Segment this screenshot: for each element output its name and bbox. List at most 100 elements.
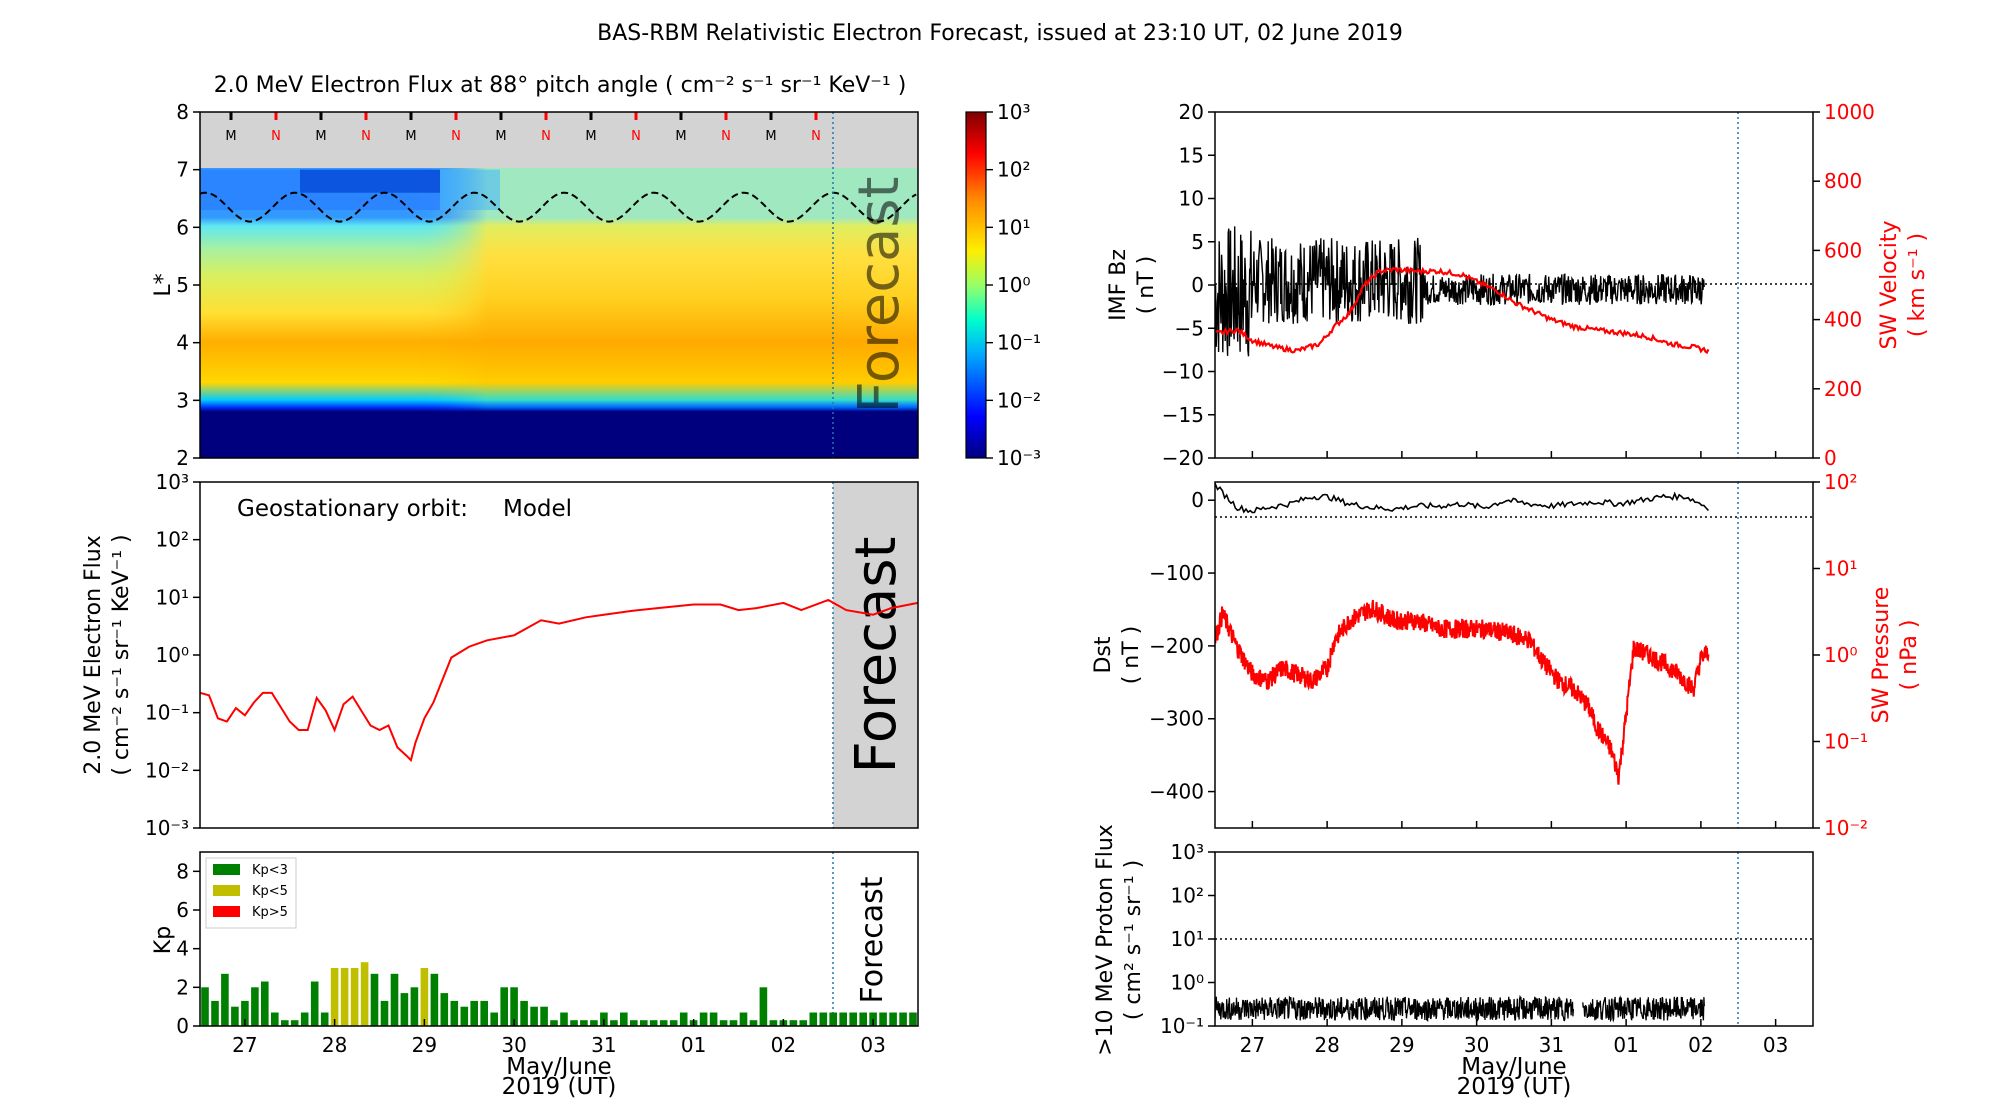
kp-bar (271, 1012, 279, 1026)
proton-xlabel-year: 2019 (UT) (1457, 1074, 1572, 1100)
imf-y-tick-label: 15 (1179, 143, 1204, 167)
kp-bar (470, 1000, 478, 1026)
pres-y-tick-label: 10⁰ (1824, 643, 1857, 667)
kp-bar (380, 1000, 389, 1026)
kp-bar (789, 1020, 798, 1026)
imf-bz-line (1215, 226, 1705, 357)
kp-bar (390, 973, 399, 1026)
swv-y-tick-label: 800 (1824, 169, 1862, 193)
kp-bar (620, 1012, 628, 1026)
proton-x-tick-label: 27 (1240, 1033, 1265, 1057)
pres-y-tick-label: 10² (1824, 470, 1857, 494)
swv-ylabel-1: SW Velocity (1877, 220, 1902, 349)
pres-ylabel-1: SW Pressure (1869, 587, 1894, 724)
kp-bar (909, 1012, 917, 1026)
mn-label: M (675, 129, 686, 144)
kp-bar (749, 1020, 758, 1026)
dst-ylabel-1: Dst (1091, 636, 1116, 673)
kp-bar (769, 1020, 778, 1026)
kp-bar (520, 1000, 528, 1026)
kp-bar (201, 987, 209, 1026)
kp-bar (370, 973, 379, 1026)
depletion-core (300, 169, 440, 193)
mn-label: M (225, 129, 236, 144)
kp-bar (360, 962, 369, 1026)
imf-y-tick-label: 0 (1191, 273, 1204, 297)
imf-y-tick-label: −5 (1175, 316, 1204, 340)
kp-xlabel: May/June (506, 1054, 611, 1080)
kp-bar (809, 1012, 818, 1026)
dst-line (1215, 482, 1709, 514)
imf-y-tick-label: 5 (1191, 230, 1204, 254)
dst-y-axis: −400 −300 −200 −100 0 (1149, 488, 1215, 804)
proton-flux-line (1215, 994, 1705, 1023)
kp-legend-high: Kp>5 (252, 905, 288, 920)
kp-y-tick-label: 4 (176, 937, 189, 961)
proton-x-tick-label: 29 (1389, 1033, 1414, 1057)
kp-bar (839, 1012, 847, 1026)
kp-bar (231, 1006, 239, 1026)
dst-x-ticks (1251, 821, 1777, 828)
dst-y-tick-label: −200 (1149, 634, 1204, 658)
kp-bar (400, 993, 409, 1026)
kp-legend-swatch-mid (213, 885, 240, 896)
imf-x-ticks (1251, 451, 1777, 458)
mn-label: N (271, 129, 281, 144)
lstar-ylabel: L* (151, 273, 176, 296)
mn-label: N (721, 129, 731, 144)
dst-y-tick-label: 0 (1191, 488, 1204, 512)
geo-y-tick-label: 10² (156, 528, 189, 552)
kp-bar (540, 1006, 548, 1026)
kp-bar (410, 987, 419, 1026)
kp-bar (699, 1012, 708, 1026)
lstar-y-axis: 2 3 4 5 6 7 8 (176, 100, 200, 470)
mn-label: M (315, 129, 326, 144)
kp-x-tick-label: 31 (591, 1033, 616, 1057)
geo-y-tick-label: 10³ (156, 470, 189, 494)
kp-bar (530, 1006, 538, 1026)
kp-bar (460, 1006, 469, 1026)
imf-y-tick-label: 20 (1179, 100, 1204, 124)
lstar-outer-belt-depletion (200, 169, 500, 211)
kp-bar (490, 1012, 498, 1026)
proton-x-tick-label: 02 (1688, 1033, 1713, 1057)
proton-y-tick-label: 10⁰ (1171, 971, 1204, 995)
kp-forecast-label: Forecast (855, 876, 890, 1003)
kp-bar (630, 1020, 638, 1026)
mn-label: N (541, 129, 551, 144)
kp-bar (649, 1020, 658, 1026)
kp-bar (281, 1020, 289, 1026)
kp-bar (879, 1012, 887, 1026)
lstar-y-tick-label: 5 (176, 273, 189, 297)
kp-bar (480, 1000, 488, 1026)
colorbar-tick-label: 10⁻³ (997, 446, 1041, 470)
proton-y-tick-label: 10² (1171, 884, 1204, 908)
kp-x-tick-label: 27 (232, 1033, 257, 1057)
kp-legend-low: Kp<3 (252, 863, 288, 878)
kp-bar (859, 1012, 867, 1026)
dst-y-tick-label: −300 (1149, 707, 1204, 731)
proton-x-tick-label: 28 (1314, 1033, 1339, 1057)
imf-panel: −20 −15 −10 −5 0 5 10 15 20 0 200 400 600 800 1000 IM… (1106, 100, 1930, 470)
kp-bar (510, 987, 518, 1026)
colorbar-gradient (965, 111, 987, 459)
geo-y-tick-label: 10¹ (156, 585, 189, 609)
kp-bar (739, 1012, 748, 1026)
kp-bar (849, 1012, 857, 1026)
sw-pressure-y-axis: 10⁻² 10⁻¹ 10⁰ 10¹ 10² (1813, 470, 1868, 840)
kp-xlabel-year: 2019 (UT) (502, 1074, 617, 1100)
kp-ylabel: Kp (151, 926, 176, 954)
kp-bar (310, 981, 319, 1026)
colorbar: 10⁻³ 10⁻² 10⁻¹ 10⁰ 10¹ 10² 10³ (965, 100, 1041, 470)
sw-velocity-y-axis: 0 200 400 600 800 1000 (1813, 100, 1875, 470)
kp-bar (550, 1020, 558, 1026)
lstar-gray-region (200, 112, 918, 170)
kp-bar (330, 968, 339, 1026)
kp-y-tick-label: 2 (176, 975, 189, 999)
lstar-y-tick-label: 6 (176, 215, 189, 239)
kp-bar (221, 973, 229, 1026)
magnetopause-line (200, 191, 917, 223)
pres-ylabel-2: ( nPa ) (1897, 620, 1922, 691)
